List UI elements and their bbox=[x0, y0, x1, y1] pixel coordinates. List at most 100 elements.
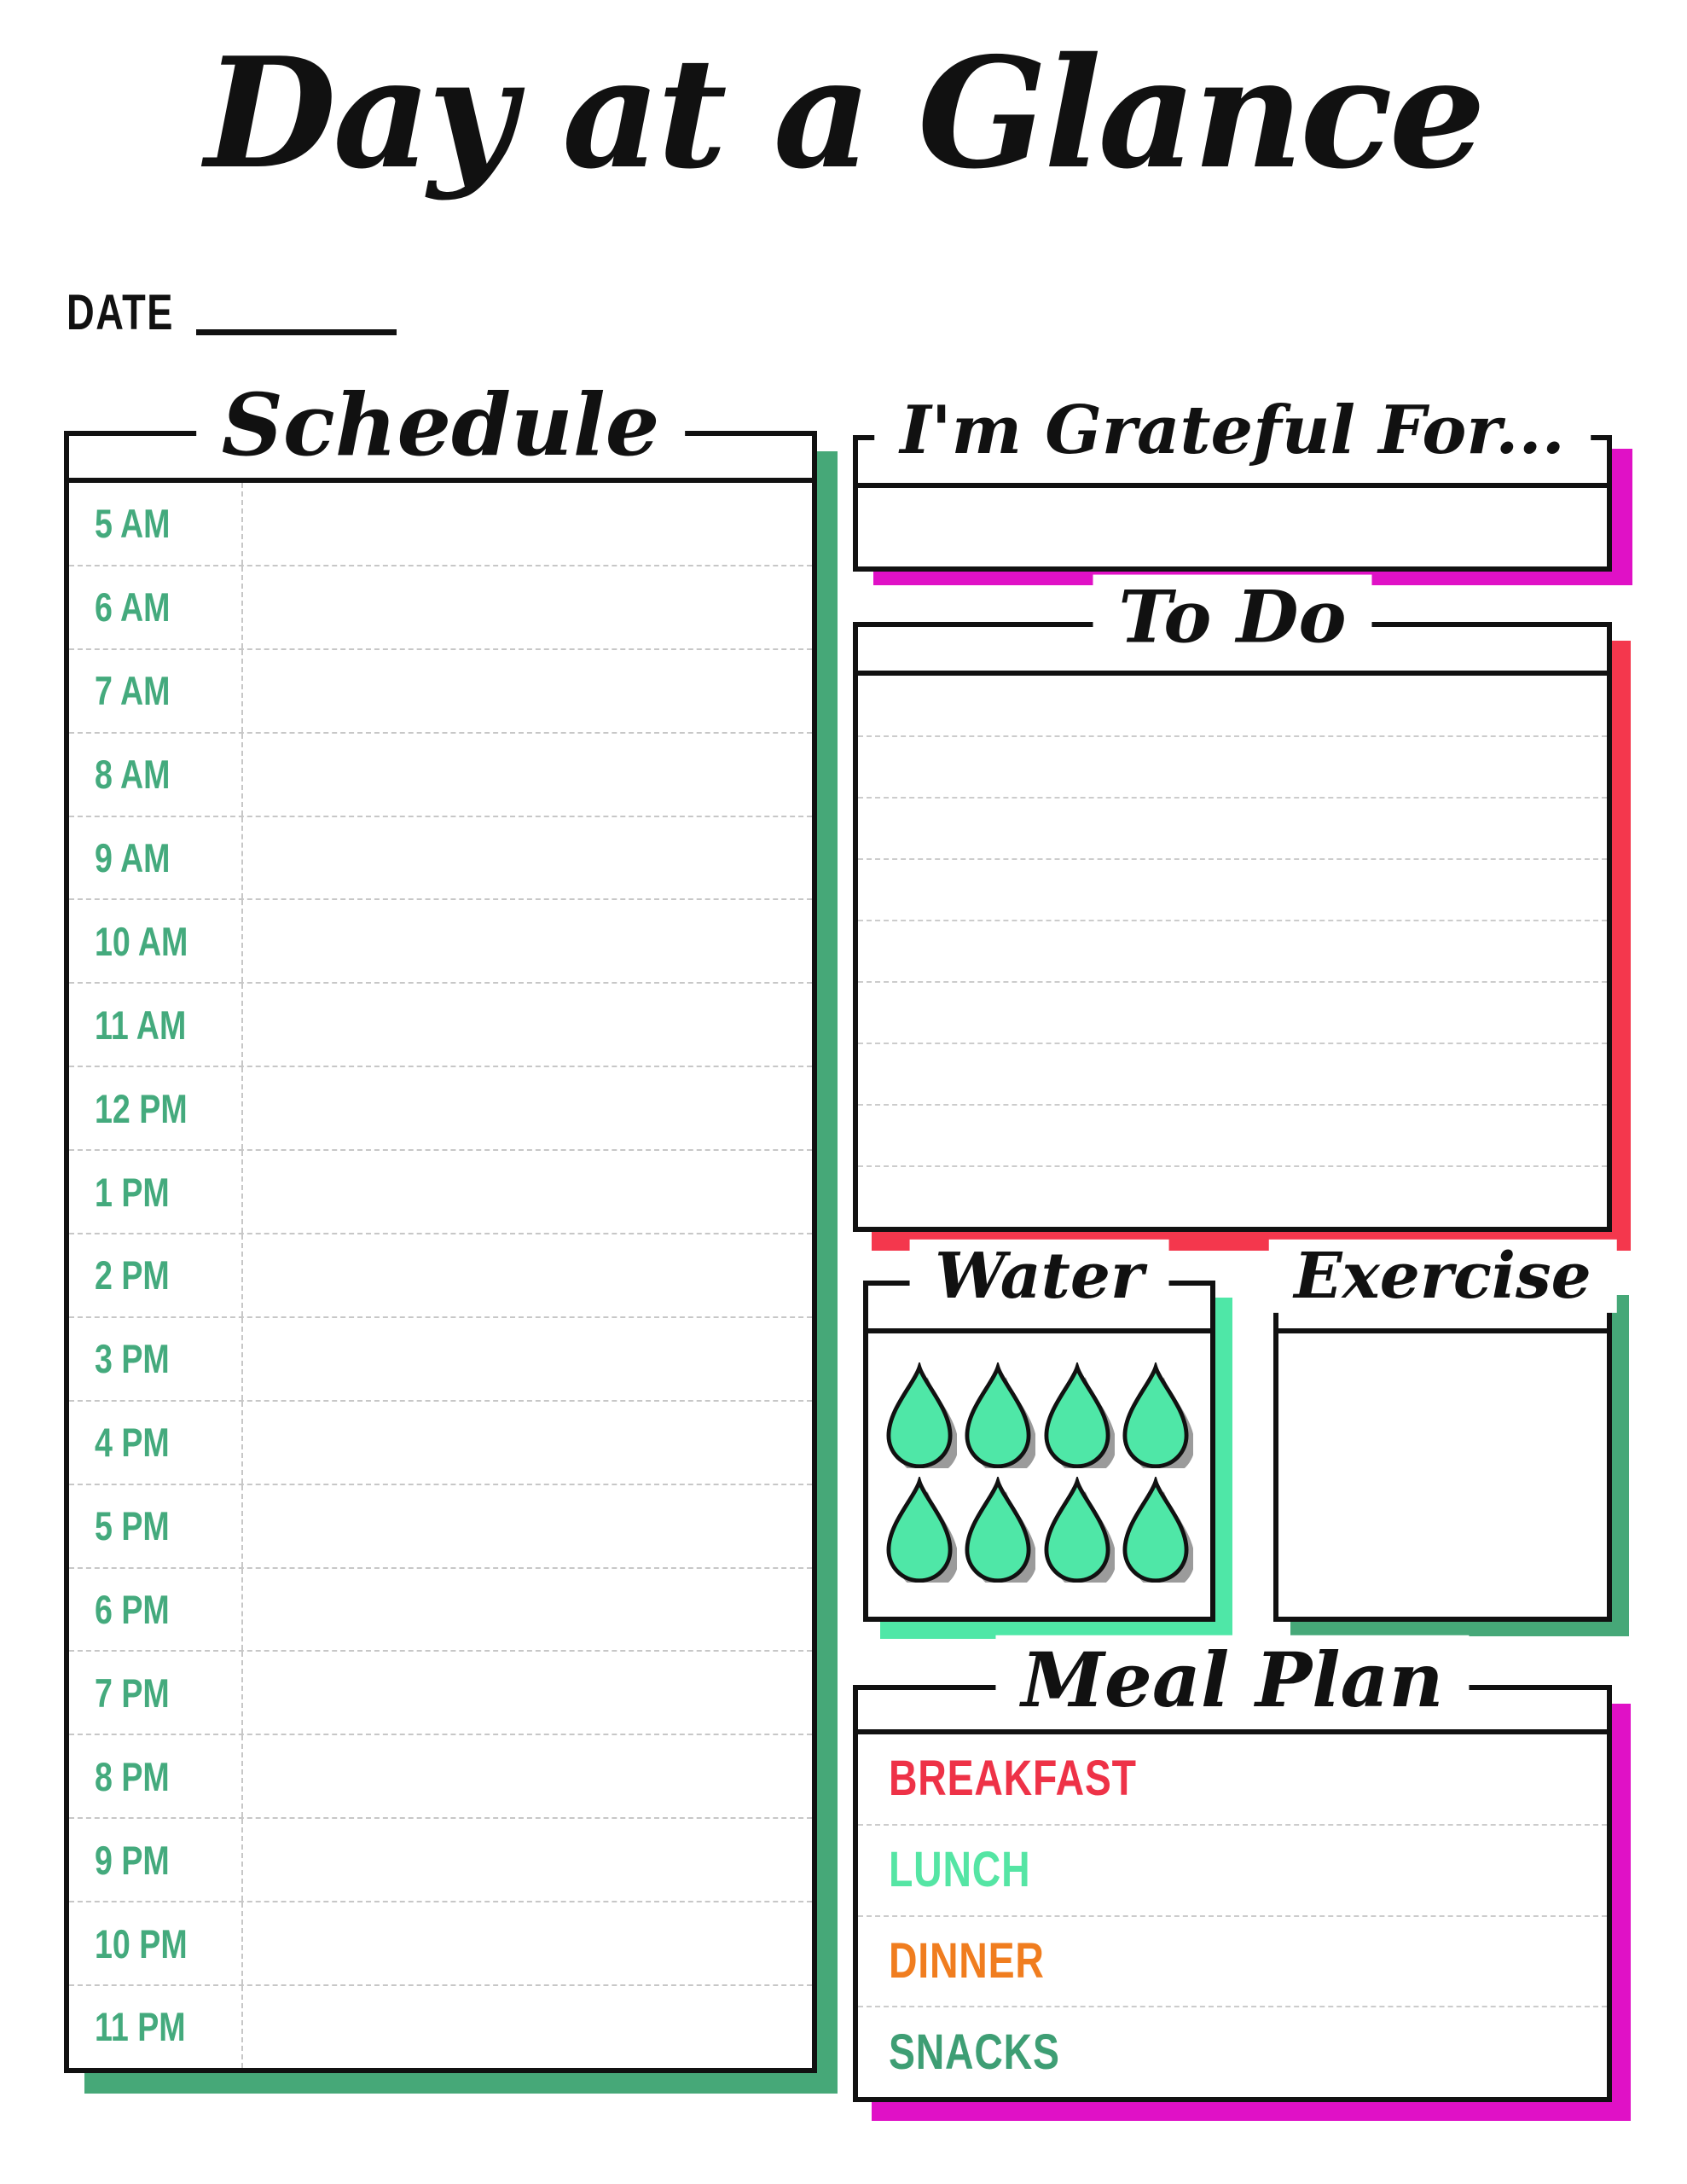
water-drop-icon[interactable] bbox=[882, 1477, 958, 1583]
meal-label: LUNCH bbox=[889, 1842, 1031, 1898]
meal-entry-area[interactable] bbox=[1103, 2007, 1607, 2097]
todo-header-strip bbox=[858, 627, 1607, 676]
time-label: 5 AM bbox=[69, 483, 243, 565]
schedule-entry-cell[interactable] bbox=[243, 1151, 812, 1233]
page-title: Day at a Glance bbox=[205, 24, 1486, 202]
time-label: 4 PM bbox=[69, 1401, 243, 1484]
meal-plan-title: Meal Plan bbox=[995, 1635, 1470, 1724]
todo-line[interactable] bbox=[858, 860, 1607, 921]
exercise-header-strip bbox=[1278, 1286, 1607, 1333]
todo-line[interactable] bbox=[858, 676, 1607, 737]
schedule-row: 12 PM bbox=[69, 1067, 812, 1152]
water-drop-icon[interactable] bbox=[882, 1362, 958, 1468]
schedule-entry-cell[interactable] bbox=[243, 1318, 812, 1400]
schedule-row: 11 PM bbox=[69, 1986, 812, 2068]
water-drops bbox=[868, 1333, 1210, 1617]
water-drop-icon[interactable] bbox=[960, 1362, 1036, 1468]
time-label: 7 PM bbox=[69, 1652, 243, 1734]
schedule-entry-cell[interactable] bbox=[243, 1234, 812, 1316]
schedule-row: 1 PM bbox=[69, 1151, 812, 1235]
schedule-entry-cell[interactable] bbox=[243, 483, 812, 565]
schedule-row: 5 PM bbox=[69, 1484, 812, 1569]
todo-line[interactable] bbox=[858, 921, 1607, 983]
schedule-entry-cell[interactable] bbox=[243, 650, 812, 732]
schedule-row: 10 PM bbox=[69, 1902, 812, 1987]
water-title: Water bbox=[909, 1239, 1169, 1313]
time-label: 6 PM bbox=[69, 1568, 243, 1651]
schedule-entry-cell[interactable] bbox=[243, 1819, 812, 1901]
schedule-entry-cell[interactable] bbox=[243, 1402, 812, 1484]
time-label: 10 PM bbox=[69, 1902, 243, 1985]
time-label: 10 AM bbox=[69, 900, 243, 983]
schedule-entry-cell[interactable] bbox=[243, 817, 812, 899]
meal-row: DINNER bbox=[858, 1917, 1607, 2008]
todo-line[interactable] bbox=[858, 1167, 1607, 1227]
todo-line[interactable] bbox=[858, 1106, 1607, 1167]
schedule-entry-cell[interactable] bbox=[243, 1986, 812, 2068]
meal-entry-area[interactable] bbox=[1083, 1917, 1607, 2007]
schedule-row: 8 PM bbox=[69, 1735, 812, 1820]
meal-row: BREAKFAST bbox=[858, 1734, 1607, 1826]
schedule-entry-cell[interactable] bbox=[243, 1485, 812, 1567]
grateful-entry-area[interactable] bbox=[858, 488, 1607, 566]
water-header-strip bbox=[868, 1286, 1210, 1333]
schedule-entry-cell[interactable] bbox=[243, 1569, 812, 1651]
water-section: Water bbox=[863, 1239, 1215, 1622]
exercise-title: Exercise bbox=[1268, 1239, 1617, 1313]
schedule-entry-cell[interactable] bbox=[243, 566, 812, 648]
time-label: 12 PM bbox=[69, 1067, 243, 1150]
schedule-entry-cell[interactable] bbox=[243, 734, 812, 816]
water-drop-icon[interactable] bbox=[1040, 1362, 1115, 1468]
water-drop-icon[interactable] bbox=[960, 1477, 1036, 1583]
time-label: 5 PM bbox=[69, 1484, 243, 1567]
meal-row: LUNCH bbox=[858, 1826, 1607, 1917]
schedule-entry-cell[interactable] bbox=[243, 1902, 812, 1984]
time-label: 9 AM bbox=[69, 816, 243, 899]
meal-label: BREAKFAST bbox=[889, 1751, 1137, 1807]
water-drop-icon[interactable] bbox=[1118, 1477, 1193, 1583]
schedule-row: 2 PM bbox=[69, 1234, 812, 1318]
todo-box bbox=[853, 622, 1612, 1232]
time-label: 2 PM bbox=[69, 1234, 243, 1316]
schedule-row: 9 AM bbox=[69, 816, 812, 901]
schedule-row: 9 PM bbox=[69, 1819, 812, 1903]
grateful-title: I'm Grateful For... bbox=[874, 392, 1591, 470]
schedule-row: 6 AM bbox=[69, 566, 812, 650]
time-label: 1 PM bbox=[69, 1151, 243, 1234]
date-write-line[interactable] bbox=[195, 329, 397, 335]
exercise-box bbox=[1273, 1281, 1612, 1622]
water-drop-icon[interactable] bbox=[1118, 1362, 1193, 1468]
schedule-row: 5 AM bbox=[69, 483, 812, 566]
schedule-entry-cell[interactable] bbox=[243, 900, 812, 982]
todo-section: To Do bbox=[853, 574, 1612, 1232]
meal-entry-area[interactable] bbox=[1198, 1734, 1607, 1824]
schedule-section: 5 AM 6 AM 7 AM 8 AM 9 AM 10 AM 1 bbox=[64, 374, 817, 2073]
todo-line[interactable] bbox=[858, 737, 1607, 799]
time-label: 8 AM bbox=[69, 733, 243, 816]
meal-rows: BREAKFAST LUNCH DINNER SNACKS bbox=[858, 1734, 1607, 2097]
schedule-entry-cell[interactable] bbox=[243, 1652, 812, 1734]
meal-label: DINNER bbox=[889, 1932, 1045, 1989]
date-label: DATE bbox=[67, 285, 175, 340]
todo-title: To Do bbox=[1093, 574, 1372, 659]
time-label: 3 PM bbox=[69, 1317, 243, 1400]
exercise-entry-area[interactable] bbox=[1278, 1333, 1607, 1617]
meal-plan-box: BREAKFAST LUNCH DINNER SNACKS bbox=[853, 1685, 1612, 2102]
schedule-entry-cell[interactable] bbox=[243, 1067, 812, 1149]
date-field: DATE bbox=[67, 288, 397, 338]
schedule-row: 10 AM bbox=[69, 900, 812, 985]
meal-row: SNACKS bbox=[858, 2007, 1607, 2097]
schedule-entry-cell[interactable] bbox=[243, 1735, 812, 1817]
time-label: 9 PM bbox=[69, 1819, 243, 1902]
time-label: 6 AM bbox=[69, 566, 243, 648]
todo-line[interactable] bbox=[858, 983, 1607, 1044]
schedule-row: 4 PM bbox=[69, 1401, 812, 1485]
meal-plan-section: BREAKFAST LUNCH DINNER SNACKS Meal Plan bbox=[853, 1635, 1612, 2102]
water-drop-icon[interactable] bbox=[1040, 1477, 1115, 1583]
todo-line[interactable] bbox=[858, 1044, 1607, 1106]
schedule-entry-cell[interactable] bbox=[243, 984, 812, 1066]
time-label: 11 PM bbox=[69, 1986, 243, 2068]
todo-line[interactable] bbox=[858, 799, 1607, 860]
meal-entry-area[interactable] bbox=[1066, 1826, 1607, 1915]
